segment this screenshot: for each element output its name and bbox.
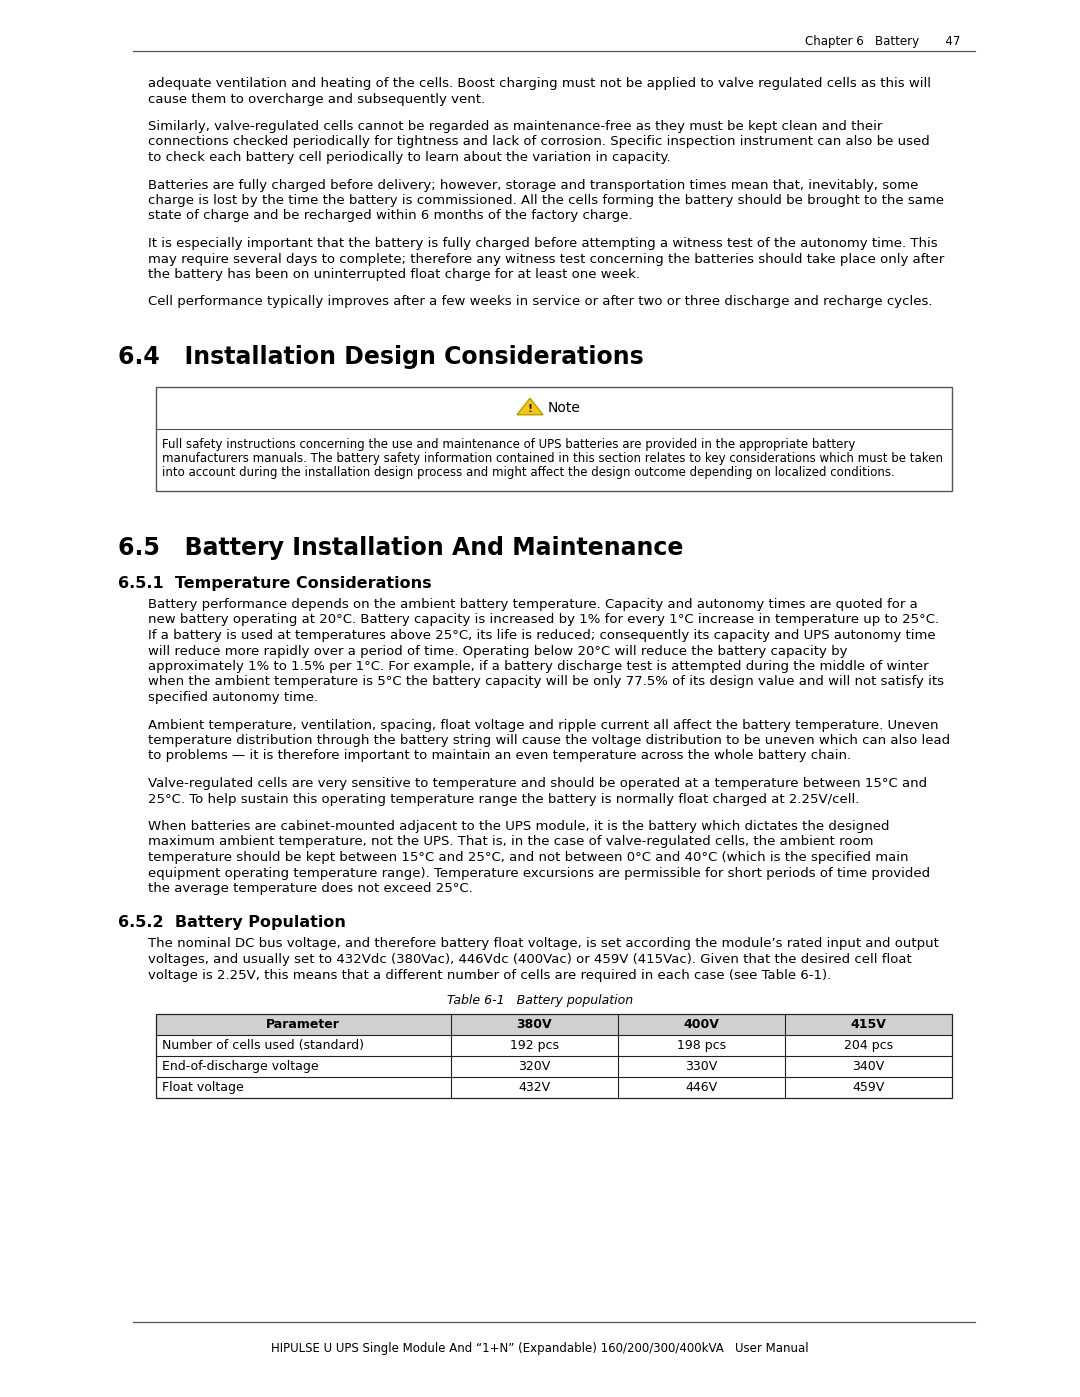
Text: the average temperature does not exceed 25°C.: the average temperature does not exceed …: [148, 882, 473, 895]
Text: If a battery is used at temperatures above 25°C, its life is reduced; consequent: If a battery is used at temperatures abo…: [148, 629, 935, 643]
Text: cause them to overcharge and subsequently vent.: cause them to overcharge and subsequentl…: [148, 92, 485, 106]
Bar: [156, 1014, 951, 1035]
Text: adequate ventilation and heating of the cells. Boost charging must not be applie: adequate ventilation and heating of the …: [148, 77, 931, 89]
Text: Full safety instructions concerning the use and maintenance of UPS batteries are: Full safety instructions concerning the …: [162, 439, 855, 451]
Text: to check each battery cell periodically to learn about the variation in capacity: to check each battery cell periodically …: [148, 151, 671, 163]
Text: 198 pcs: 198 pcs: [677, 1039, 726, 1052]
Text: 204 pcs: 204 pcs: [843, 1039, 893, 1052]
Polygon shape: [517, 398, 543, 415]
Text: 6.5.2  Battery Population: 6.5.2 Battery Population: [118, 915, 346, 930]
Text: Batteries are fully charged before delivery; however, storage and transportation: Batteries are fully charged before deliv…: [148, 179, 918, 191]
Text: Cell performance typically improves after a few weeks in service or after two or: Cell performance typically improves afte…: [148, 296, 932, 309]
Text: Float voltage: Float voltage: [162, 1081, 244, 1094]
Text: It is especially important that the battery is fully charged before attempting a: It is especially important that the batt…: [148, 237, 937, 250]
Text: when the ambient temperature is 5°C the battery capacity will be only 77.5% of i: when the ambient temperature is 5°C the …: [148, 676, 944, 689]
Text: charge is lost by the time the battery is commissioned. All the cells forming th: charge is lost by the time the battery i…: [148, 194, 944, 207]
Text: 320V: 320V: [518, 1060, 550, 1073]
Text: 330V: 330V: [685, 1060, 717, 1073]
Text: End-of-discharge voltage: End-of-discharge voltage: [162, 1060, 319, 1073]
Text: Valve-regulated cells are very sensitive to temperature and should be operated a: Valve-regulated cells are very sensitive…: [148, 777, 927, 789]
Text: 6.5   Battery Installation And Maintenance: 6.5 Battery Installation And Maintenance: [118, 536, 684, 560]
Text: temperature should be kept between 15°C and 25°C, and not between 0°C and 40°C (: temperature should be kept between 15°C …: [148, 851, 908, 863]
Text: HIPULSE U UPS Single Module And “1+N” (Expandable) 160/200/300/400kVA   User Man: HIPULSE U UPS Single Module And “1+N” (E…: [271, 1343, 809, 1355]
Text: 192 pcs: 192 pcs: [510, 1039, 558, 1052]
Text: 446V: 446V: [685, 1081, 717, 1094]
Text: 459V: 459V: [852, 1081, 885, 1094]
Text: 340V: 340V: [852, 1060, 885, 1073]
Text: state of charge and be recharged within 6 months of the factory charge.: state of charge and be recharged within …: [148, 210, 633, 222]
Text: Number of cells used (standard): Number of cells used (standard): [162, 1039, 364, 1052]
Text: voltage is 2.25V, this means that a different number of cells are required in ea: voltage is 2.25V, this means that a diff…: [148, 968, 832, 982]
Text: equipment operating temperature range). Temperature excursions are permissible f: equipment operating temperature range). …: [148, 866, 930, 880]
Text: 6.5.1  Temperature Considerations: 6.5.1 Temperature Considerations: [118, 576, 432, 591]
Text: may require several days to complete; therefore any witness test concerning the : may require several days to complete; th…: [148, 253, 944, 265]
Text: Battery performance depends on the ambient battery temperature. Capacity and aut: Battery performance depends on the ambie…: [148, 598, 918, 610]
Text: the battery has been on uninterrupted float charge for at least one week.: the battery has been on uninterrupted fl…: [148, 268, 640, 281]
Bar: [156, 1014, 951, 1098]
Text: 400V: 400V: [684, 1018, 719, 1031]
Text: !: !: [527, 404, 532, 414]
Text: Parameter: Parameter: [267, 1018, 340, 1031]
Text: to problems — it is therefore important to maintain an even temperature across t: to problems — it is therefore important …: [148, 750, 851, 763]
Text: 432V: 432V: [518, 1081, 550, 1094]
Text: 6.4   Installation Design Considerations: 6.4 Installation Design Considerations: [118, 345, 644, 369]
Text: connections checked periodically for tightness and lack of corrosion. Specific i: connections checked periodically for tig…: [148, 136, 930, 148]
Text: approximately 1% to 1.5% per 1°C. For example, if a battery discharge test is at: approximately 1% to 1.5% per 1°C. For ex…: [148, 659, 929, 673]
Text: Ambient temperature, ventilation, spacing, float voltage and ripple current all : Ambient temperature, ventilation, spacin…: [148, 718, 939, 732]
Text: new battery operating at 20°C. Battery capacity is increased by 1% for every 1°C: new battery operating at 20°C. Battery c…: [148, 613, 940, 626]
Text: 415V: 415V: [850, 1018, 887, 1031]
Text: specified autonomy time.: specified autonomy time.: [148, 692, 319, 704]
Text: Note: Note: [548, 401, 581, 415]
Text: Table 6-1   Battery population: Table 6-1 Battery population: [447, 995, 633, 1007]
Text: 380V: 380V: [516, 1018, 552, 1031]
Text: Similarly, valve-regulated cells cannot be regarded as maintenance-free as they : Similarly, valve-regulated cells cannot …: [148, 120, 882, 133]
Text: into account during the installation design process and might affect the design : into account during the installation des…: [162, 467, 894, 479]
Text: maximum ambient temperature, not the UPS. That is, in the case of valve-regulate: maximum ambient temperature, not the UPS…: [148, 835, 874, 848]
Bar: [156, 387, 951, 490]
Text: manufacturers manuals. The battery safety information contained in this section : manufacturers manuals. The battery safet…: [162, 453, 943, 465]
Text: voltages, and usually set to 432Vdc (380Vac), 446Vdc (400Vac) or 459V (415Vac). : voltages, and usually set to 432Vdc (380…: [148, 953, 912, 965]
Text: The nominal DC bus voltage, and therefore battery float voltage, is set accordin: The nominal DC bus voltage, and therefor…: [148, 937, 939, 950]
Text: 25°C. To help sustain this operating temperature range the battery is normally f: 25°C. To help sustain this operating tem…: [148, 792, 860, 806]
Text: temperature distribution through the battery string will cause the voltage distr: temperature distribution through the bat…: [148, 733, 950, 747]
Text: will reduce more rapidly over a period of time. Operating below 20°C will reduce: will reduce more rapidly over a period o…: [148, 644, 848, 658]
Text: Chapter 6   Battery       47: Chapter 6 Battery 47: [805, 35, 960, 47]
Text: When batteries are cabinet-mounted adjacent to the UPS module, it is the battery: When batteries are cabinet-mounted adjac…: [148, 820, 890, 833]
